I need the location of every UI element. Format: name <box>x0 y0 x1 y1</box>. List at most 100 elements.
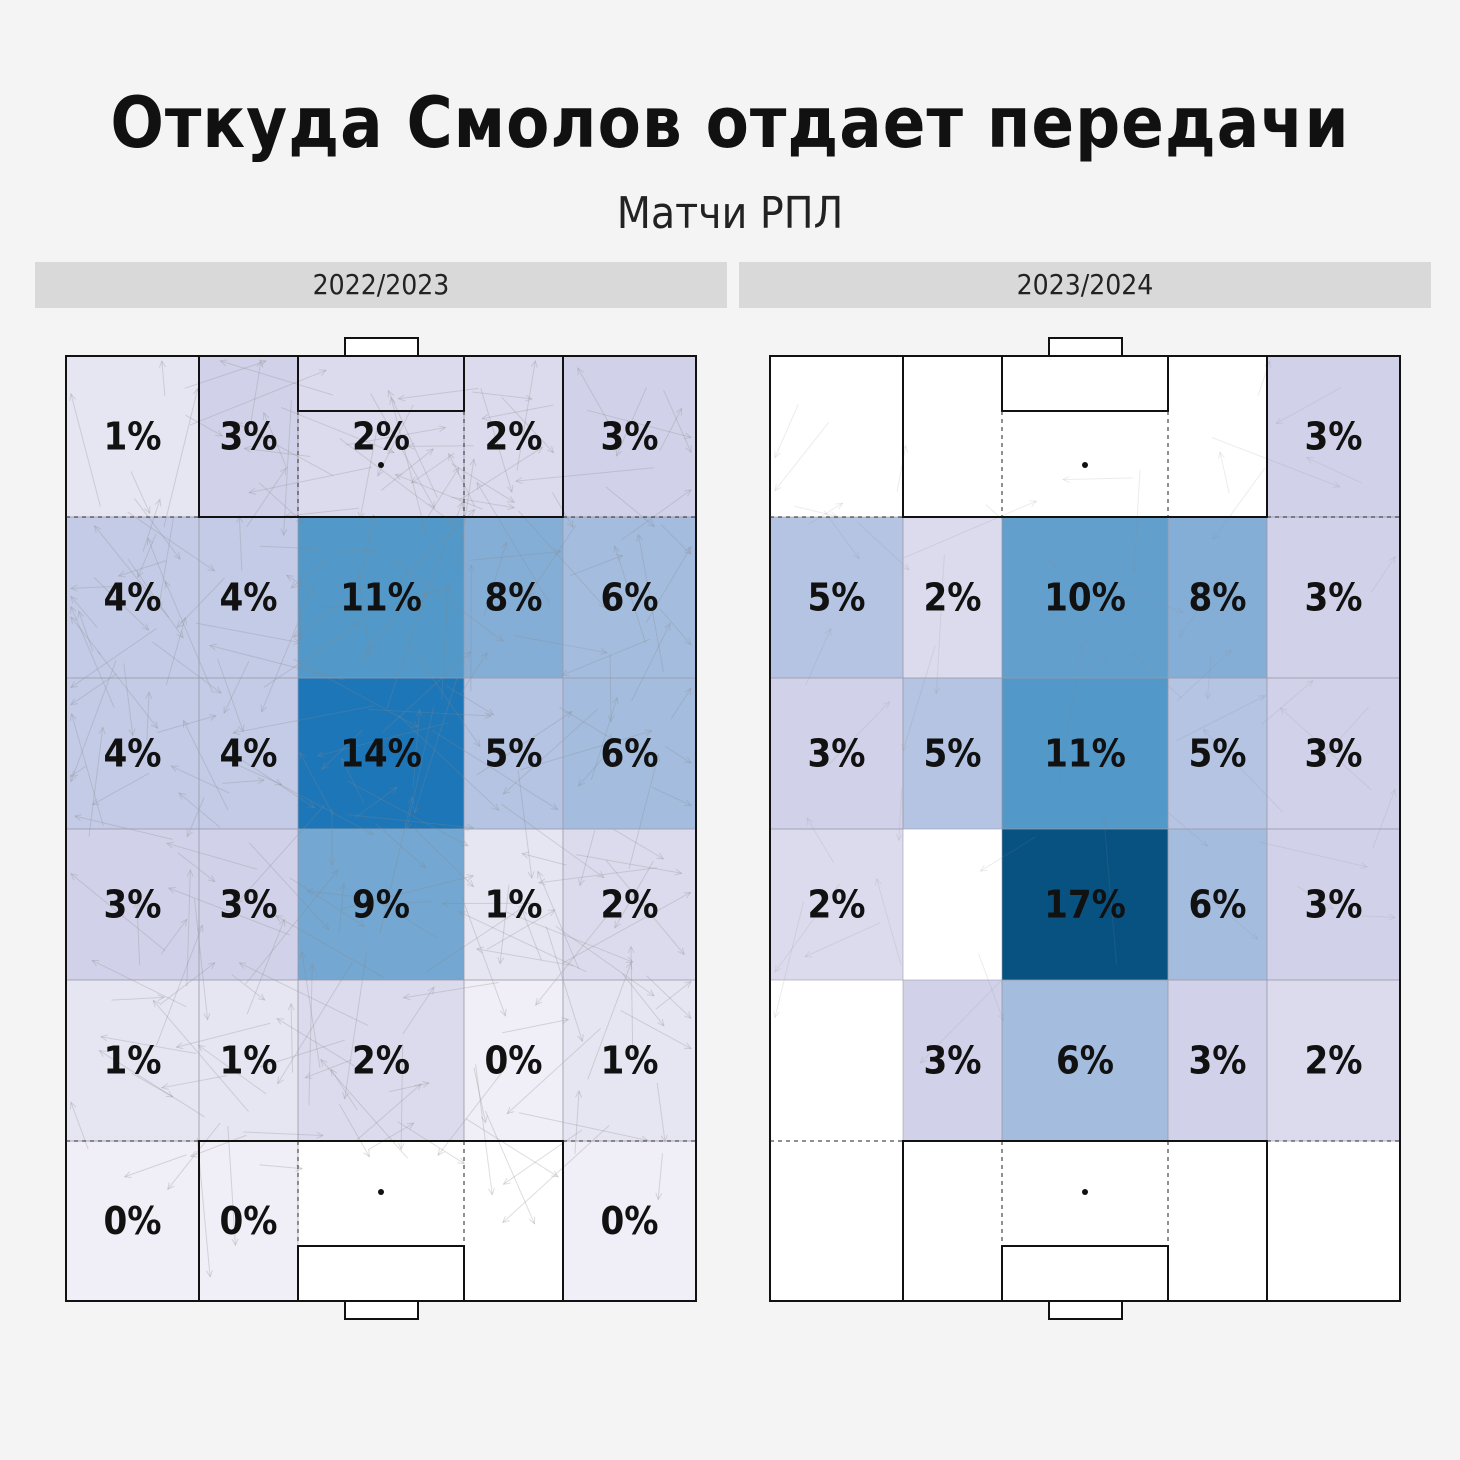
pass-arrowhead <box>437 1148 445 1157</box>
pass-arrowhead <box>70 595 78 604</box>
pass-arrowhead <box>806 817 814 826</box>
pass-arrowhead <box>406 1122 415 1130</box>
pass-arrow <box>250 360 262 423</box>
cell-label-left-r0-c3: 2% <box>484 415 542 459</box>
pass-arrowhead <box>412 805 420 814</box>
pass-arrow <box>605 486 655 527</box>
pass-arrow <box>70 673 117 705</box>
pass-arrowhead <box>91 798 100 806</box>
pass-arrowhead <box>258 359 268 367</box>
season-header-left: 2022/2023 <box>35 262 727 308</box>
heat-cell-left-r1-c1 <box>199 517 298 678</box>
heat-cell-right-r1-c3 <box>1168 517 1267 678</box>
pass-arrow <box>239 962 369 1026</box>
pass-arrowhead <box>507 496 516 503</box>
pass-arrow <box>1325 706 1369 755</box>
pass-arrowhead <box>208 643 217 651</box>
pass-arrowhead <box>1049 560 1057 568</box>
heat-cell-right-r4-c3 <box>1168 980 1267 1141</box>
pass-arrowhead <box>527 589 535 598</box>
pass-arrowhead <box>279 467 287 475</box>
pass-arrowhead <box>404 822 412 831</box>
cell-label-right-r1-c1: 2% <box>923 576 981 620</box>
pass-arrow <box>100 1036 197 1054</box>
cell-label-right-r3-c2: 17% <box>1044 883 1126 927</box>
pass-arrow <box>545 926 583 1042</box>
pass-arrowhead <box>534 998 543 1006</box>
pass-arrowhead <box>677 947 685 956</box>
pass-arrowhead <box>305 888 314 896</box>
heat-cell-right-r2-c4 <box>1267 678 1400 829</box>
pass-arrow <box>71 713 104 826</box>
pass-arrowhead <box>207 875 216 883</box>
heat-cell-right-r3-c3 <box>1168 829 1267 980</box>
pass-arrowhead <box>469 458 477 467</box>
pass-arrowhead <box>232 728 241 736</box>
pass-arrow <box>484 1110 535 1224</box>
pass-arrowhead <box>625 956 634 964</box>
pass-arrowhead <box>655 1192 663 1201</box>
pass-arrow <box>651 786 692 806</box>
pass-arrow <box>1201 891 1259 940</box>
pass-arrowhead <box>117 570 126 578</box>
pass-arrowhead <box>497 956 505 965</box>
pass-arrow <box>659 608 692 645</box>
pass-arrow <box>321 729 364 770</box>
pass-arrowhead <box>575 1089 583 1098</box>
heat-cell-left-r2-c0 <box>66 678 199 829</box>
pass-arrow <box>74 815 173 840</box>
pass-arrowhead <box>685 445 692 454</box>
pass-arrow <box>505 911 634 963</box>
pass-arrow <box>398 387 479 400</box>
cell-label-left-r3-c0: 3% <box>103 883 161 927</box>
pass-arrowhead <box>235 422 244 429</box>
pass-arrowhead <box>248 487 257 495</box>
cell-label-right-r3-c3: 6% <box>1188 883 1246 927</box>
pass-arrowhead <box>133 900 141 908</box>
pass-arrowhead <box>528 1216 536 1225</box>
pass-arrow <box>935 554 945 694</box>
pass-arrowhead <box>256 359 264 368</box>
pass-arrow <box>1179 575 1221 638</box>
pass-arrowhead <box>136 570 144 579</box>
pass-arrowhead <box>70 616 78 625</box>
pass-arrowhead <box>257 993 266 1001</box>
heat-cell-right-r1-c2 <box>1002 517 1168 678</box>
pass-arrow <box>283 400 292 536</box>
pass-arrow <box>517 510 606 608</box>
pass-arrowhead <box>684 980 692 988</box>
pass-arrow <box>177 852 215 882</box>
pass-arrowhead <box>535 446 544 454</box>
pass-arrowhead <box>1200 839 1209 847</box>
pass-arrowhead <box>293 638 302 646</box>
pass-arrow <box>277 962 353 1084</box>
pass-arrowhead <box>156 602 164 611</box>
cell-label-right-r0-c4: 3% <box>1304 415 1362 459</box>
pass-arrow <box>400 1044 404 1150</box>
pass-arrow <box>70 765 87 777</box>
pass-arrow <box>576 854 682 874</box>
pass-arrowhead <box>207 564 216 572</box>
pass-arrowhead <box>342 1091 350 1100</box>
pass-arrowhead <box>1178 629 1186 638</box>
pass-arrowhead <box>496 634 505 642</box>
pass-arrowhead <box>304 1072 313 1079</box>
pass-arrowhead <box>547 909 556 916</box>
pass-arrowhead <box>466 823 475 831</box>
pass-arrow <box>408 445 474 447</box>
pass-arrowhead <box>320 1058 328 1067</box>
pass-arrowhead <box>456 501 464 510</box>
heat-cell-left-r1-c3 <box>464 517 563 678</box>
pass-arrow <box>406 706 435 830</box>
pass-arrowhead <box>1275 417 1284 425</box>
pass-arrow <box>146 692 150 740</box>
pass-arrowhead <box>397 394 406 402</box>
cell-label-left-r2-c2: 14% <box>340 732 422 776</box>
pass-arrowhead <box>919 1056 928 1064</box>
pass-arrowhead <box>1061 475 1070 483</box>
cell-label-left-r4-c0: 1% <box>103 1039 161 1083</box>
pass-arrowhead <box>491 803 500 811</box>
pass-arrow <box>397 584 454 605</box>
pass-arrowhead <box>389 786 398 794</box>
pass-arrow <box>451 463 515 503</box>
